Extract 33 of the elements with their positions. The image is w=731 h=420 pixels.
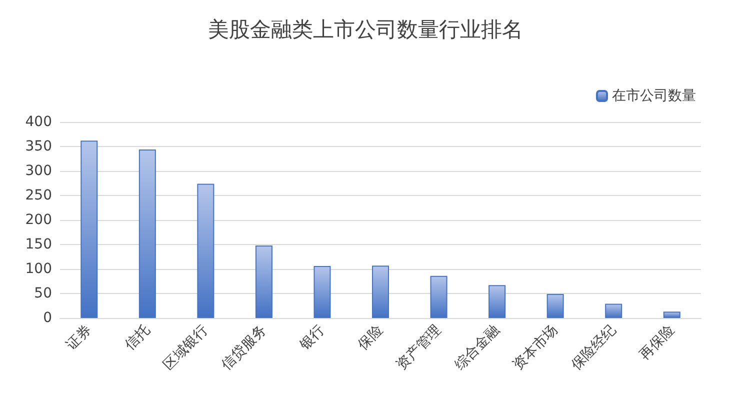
legend-label: 在市公司数量 <box>612 88 696 104</box>
bar <box>255 245 272 318</box>
bar <box>488 285 506 318</box>
y-tick-label: 200 <box>25 212 52 228</box>
x-tick-label: 信托 <box>122 322 154 354</box>
x-tick-label: 区域银行 <box>160 322 212 374</box>
bar <box>138 149 156 318</box>
x-tick-label: 再保险 <box>636 322 678 364</box>
y-tick-label: 0 <box>43 310 52 326</box>
bar <box>197 184 214 318</box>
x-tick-label: 资本市场 <box>510 322 561 374</box>
bar <box>430 276 448 318</box>
bar <box>372 266 389 318</box>
x-tick-label: 银行 <box>296 322 328 354</box>
y-tick-label: 250 <box>25 188 52 204</box>
bar <box>314 266 331 318</box>
x-tick-label: 保险 <box>355 322 386 354</box>
y-tick-label: 350 <box>25 138 52 154</box>
x-tick-label: 综合金融 <box>452 322 503 374</box>
bar <box>605 304 622 318</box>
y-tick-label: 300 <box>25 163 52 179</box>
y-tick-label: 100 <box>25 261 52 277</box>
bar <box>80 140 98 318</box>
y-tick-label: 400 <box>25 114 52 130</box>
x-tick-label: 证券 <box>64 322 95 354</box>
x-tick-label: 资产管理 <box>394 322 444 374</box>
bar <box>546 294 564 318</box>
bar <box>663 312 680 318</box>
x-tick-label: 信贷服务 <box>218 322 270 374</box>
y-tick-label: 50 <box>34 286 52 302</box>
x-tick-label: 保险经纪 <box>568 322 620 374</box>
chart-title: 美股金融类上市公司数量行业排名 <box>208 18 523 42</box>
y-tick-label: 150 <box>25 236 52 252</box>
